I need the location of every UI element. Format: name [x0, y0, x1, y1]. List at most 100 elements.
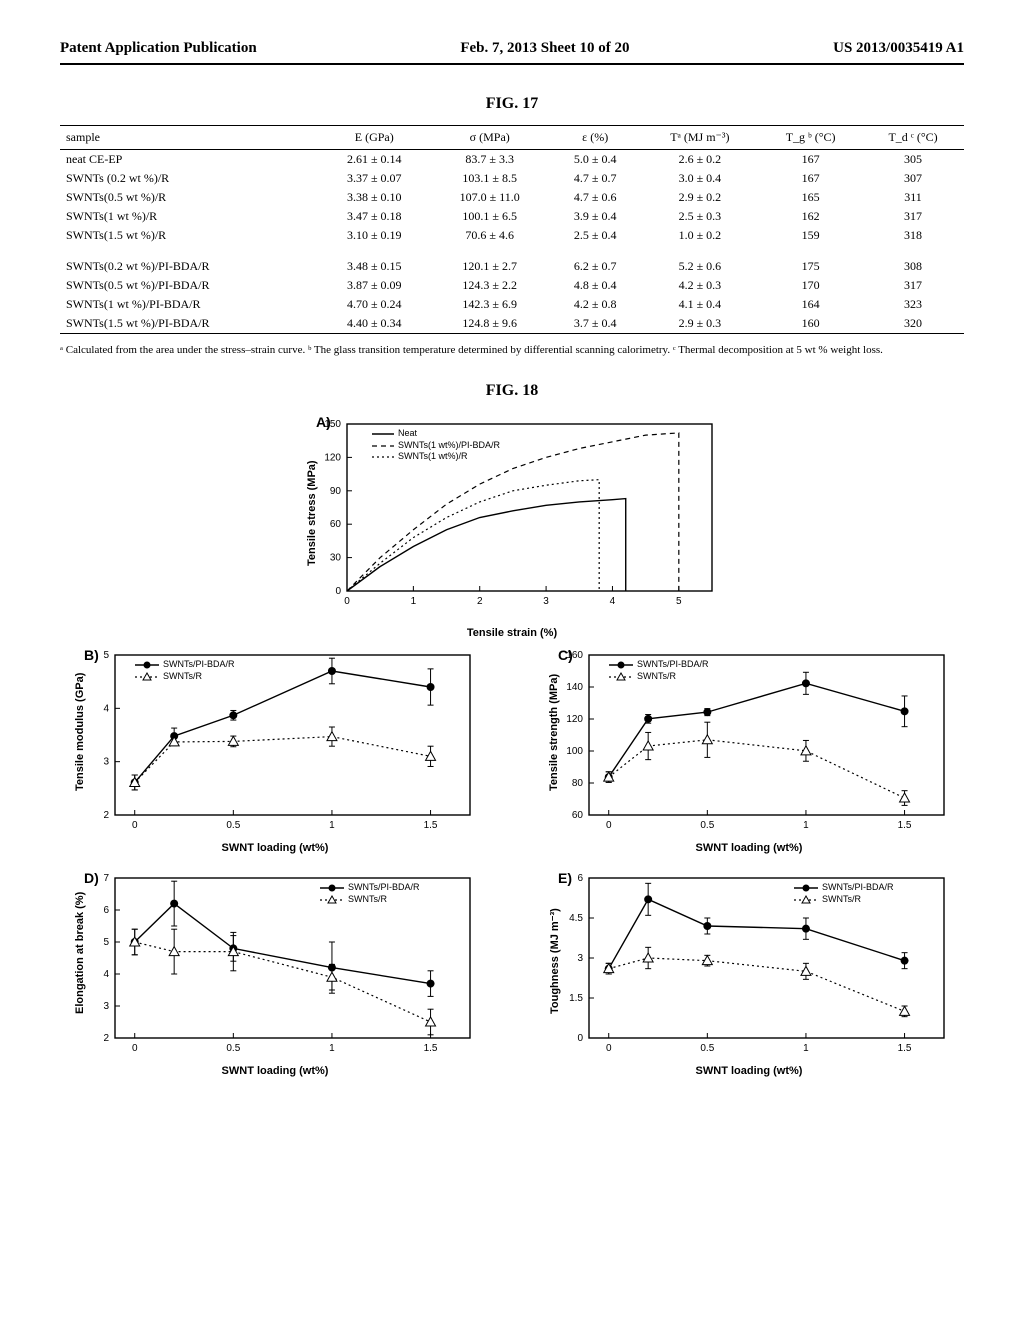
svg-text:1.5: 1.5	[424, 820, 438, 831]
svg-text:60: 60	[572, 810, 584, 821]
cell: 2.61 ± 0.14	[319, 150, 430, 170]
svg-text:2: 2	[477, 596, 483, 607]
cell: 100.1 ± 6.5	[430, 207, 550, 226]
cell: 317	[862, 276, 964, 295]
svg-text:0: 0	[335, 586, 341, 597]
svg-text:1: 1	[329, 820, 335, 831]
cell: neat CE-EP	[60, 150, 319, 170]
svg-text:1: 1	[329, 1043, 335, 1054]
svg-text:3: 3	[577, 953, 583, 964]
col-header: T_g ᵇ (°C)	[759, 126, 862, 150]
cell: 317	[862, 207, 964, 226]
svg-text:4: 4	[103, 969, 109, 980]
cell: 124.3 ± 2.2	[430, 276, 550, 295]
cell: 6.2 ± 0.7	[550, 257, 641, 276]
cell: 4.8 ± 0.4	[550, 276, 641, 295]
svg-text:120: 120	[324, 452, 341, 463]
cell: 1.0 ± 0.2	[641, 226, 760, 245]
cell: 3.37 ± 0.07	[319, 169, 430, 188]
col-header: σ (MPa)	[430, 126, 550, 150]
fig18-title: FIG. 18	[60, 382, 964, 400]
svg-text:0.5: 0.5	[226, 820, 240, 831]
chart-e: 00.511.501.534.56Toughness (MJ m⁻³)SWNT …	[534, 868, 964, 1073]
svg-text:3: 3	[103, 1001, 109, 1012]
chart-c: 00.511.56080100120140160Tensile strength…	[534, 645, 964, 850]
cell: 311	[862, 188, 964, 207]
cell: 164	[759, 295, 862, 314]
cell: SWNTs(1.5 wt %)/R	[60, 226, 319, 245]
cell: 4.70 ± 0.24	[319, 295, 430, 314]
cell: 4.7 ± 0.7	[550, 169, 641, 188]
cell: 3.87 ± 0.09	[319, 276, 430, 295]
svg-text:7: 7	[103, 873, 109, 884]
cell: 4.2 ± 0.8	[550, 295, 641, 314]
svg-text:0: 0	[577, 1033, 583, 1044]
cell: 2.5 ± 0.3	[641, 207, 760, 226]
cell: SWNTs(0.5 wt %)/PI-BDA/R	[60, 276, 319, 295]
svg-text:1: 1	[803, 1043, 809, 1054]
cell: 167	[759, 169, 862, 188]
cell: SWNTs(1.5 wt %)/PI-BDA/R	[60, 314, 319, 334]
svg-text:5: 5	[103, 937, 109, 948]
col-header: ε (%)	[550, 126, 641, 150]
svg-text:1: 1	[803, 820, 809, 831]
cell: 307	[862, 169, 964, 188]
cell: 305	[862, 150, 964, 170]
header-center: Feb. 7, 2013 Sheet 10 of 20	[460, 40, 629, 57]
cell: 320	[862, 314, 964, 334]
cell: 3.0 ± 0.4	[641, 169, 760, 188]
chart-b: 00.511.52345Tensile modulus (GPa)SWNT lo…	[60, 645, 490, 850]
cell: SWNTs(0.2 wt %)/PI-BDA/R	[60, 257, 319, 276]
svg-text:3: 3	[543, 596, 549, 607]
cell: 160	[759, 314, 862, 334]
cell: 3.10 ± 0.19	[319, 226, 430, 245]
col-header: T_d ᶜ (°C)	[862, 126, 964, 150]
svg-text:100: 100	[566, 746, 583, 757]
cell: 2.9 ± 0.3	[641, 314, 760, 334]
cell: 5.0 ± 0.4	[550, 150, 641, 170]
cell: 4.2 ± 0.3	[641, 276, 760, 295]
svg-text:5: 5	[103, 650, 109, 661]
svg-text:0: 0	[606, 1043, 612, 1054]
svg-text:4: 4	[610, 596, 616, 607]
svg-text:0: 0	[344, 596, 350, 607]
cell: 2.6 ± 0.2	[641, 150, 760, 170]
svg-text:3: 3	[103, 757, 109, 768]
cell: 170	[759, 276, 862, 295]
svg-text:0: 0	[132, 820, 138, 831]
cell: SWNTs(0.5 wt %)/R	[60, 188, 319, 207]
svg-text:0: 0	[606, 820, 612, 831]
fig17-footnote: ᵃ Calculated from the area under the str…	[60, 344, 964, 356]
cell: 142.3 ± 6.9	[430, 295, 550, 314]
page-header: Patent Application Publication Feb. 7, 2…	[60, 40, 964, 65]
svg-text:120: 120	[566, 714, 583, 725]
col-header: Tᵃ (MJ m⁻³)	[641, 126, 760, 150]
cell: SWNTs(1 wt %)/PI-BDA/R	[60, 295, 319, 314]
cell: 3.7 ± 0.4	[550, 314, 641, 334]
svg-text:140: 140	[566, 682, 583, 693]
cell: 323	[862, 295, 964, 314]
cell: 4.7 ± 0.6	[550, 188, 641, 207]
cell: 83.7 ± 3.3	[430, 150, 550, 170]
cell: 120.1 ± 2.7	[430, 257, 550, 276]
cell: 159	[759, 226, 862, 245]
chart-d: 00.511.5234567Elongation at break (%)SWN…	[60, 868, 490, 1073]
cell: 3.47 ± 0.18	[319, 207, 430, 226]
cell: 5.2 ± 0.6	[641, 257, 760, 276]
svg-text:0: 0	[132, 1043, 138, 1054]
svg-text:0.5: 0.5	[700, 1043, 714, 1054]
svg-text:5: 5	[676, 596, 682, 607]
header-right: US 2013/0035419 A1	[833, 40, 964, 57]
cell: 3.48 ± 0.15	[319, 257, 430, 276]
fig17-title: FIG. 17	[60, 95, 964, 113]
cell: 162	[759, 207, 862, 226]
svg-text:1.5: 1.5	[898, 1043, 912, 1054]
col-header: E (GPa)	[319, 126, 430, 150]
cell: 175	[759, 257, 862, 276]
cell: 165	[759, 188, 862, 207]
cell: 124.8 ± 9.6	[430, 314, 550, 334]
svg-text:6: 6	[577, 873, 583, 884]
cell: 308	[862, 257, 964, 276]
chart-a: 0123450306090120150Tensile stress (MPa)T…	[292, 412, 732, 627]
svg-text:1.5: 1.5	[424, 1043, 438, 1054]
